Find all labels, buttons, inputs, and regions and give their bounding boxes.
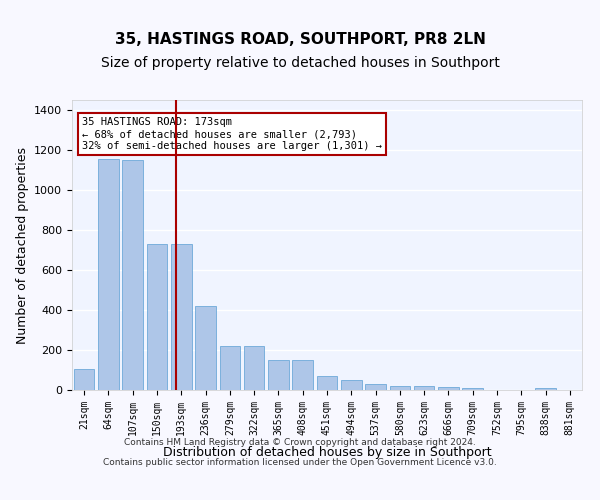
- Text: 35 HASTINGS ROAD: 173sqm
← 68% of detached houses are smaller (2,793)
32% of sem: 35 HASTINGS ROAD: 173sqm ← 68% of detach…: [82, 118, 382, 150]
- X-axis label: Distribution of detached houses by size in Southport: Distribution of detached houses by size …: [163, 446, 491, 459]
- Bar: [438, 387, 459, 390]
- Text: Contains public sector information licensed under the Open Government Licence v3: Contains public sector information licen…: [103, 458, 497, 467]
- Text: Contains HM Land Registry data © Crown copyright and database right 2024.: Contains HM Land Registry data © Crown c…: [124, 438, 476, 447]
- Bar: [268, 360, 289, 390]
- Bar: [220, 346, 240, 390]
- Bar: [74, 369, 94, 390]
- Bar: [244, 346, 265, 390]
- Bar: [341, 380, 362, 390]
- Bar: [463, 388, 483, 390]
- Text: Size of property relative to detached houses in Southport: Size of property relative to detached ho…: [101, 56, 499, 70]
- Bar: [317, 376, 337, 390]
- Bar: [98, 159, 119, 390]
- Bar: [146, 244, 167, 390]
- Bar: [535, 388, 556, 390]
- Bar: [414, 386, 434, 390]
- Y-axis label: Number of detached properties: Number of detached properties: [16, 146, 29, 344]
- Bar: [292, 360, 313, 390]
- Bar: [365, 384, 386, 390]
- Bar: [122, 160, 143, 390]
- Bar: [171, 244, 191, 390]
- Bar: [389, 386, 410, 390]
- Text: 35, HASTINGS ROAD, SOUTHPORT, PR8 2LN: 35, HASTINGS ROAD, SOUTHPORT, PR8 2LN: [115, 32, 485, 48]
- Bar: [195, 306, 216, 390]
